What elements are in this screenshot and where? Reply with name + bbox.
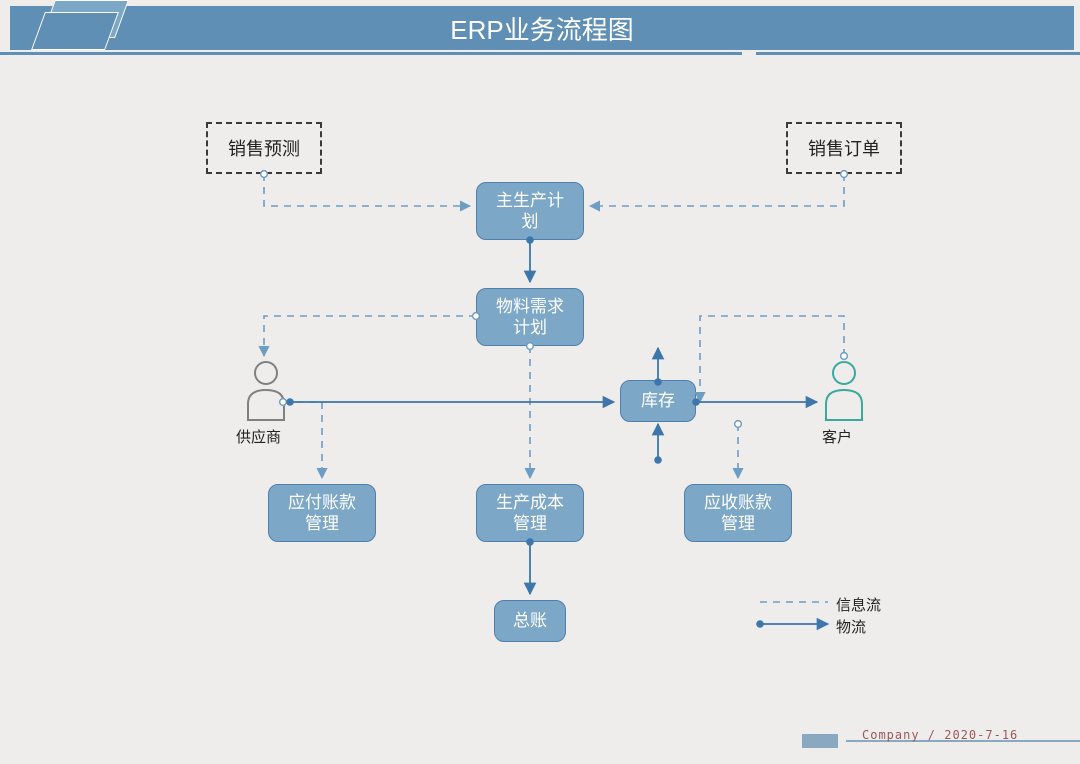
node-label: 生产成本 管理 <box>496 492 564 535</box>
page-title: ERP业务流程图 <box>450 10 633 47</box>
actor-customer-label: 客户 <box>822 426 852 447</box>
header-rule-left <box>0 52 742 55</box>
node-sales-forecast: 销售预测 <box>206 122 322 174</box>
title-bar: ERP业务流程图 <box>10 6 1074 50</box>
actor-customer <box>822 360 866 422</box>
node-label: 物料需求 计划 <box>496 296 564 339</box>
node-accounts-payable: 应付账款 管理 <box>268 484 376 542</box>
person-icon <box>244 360 288 422</box>
header-rule-right <box>756 52 1080 55</box>
node-master-production-schedule: 主生产计 划 <box>476 182 584 240</box>
node-general-ledger: 总账 <box>494 600 566 642</box>
node-label: 应收账款 管理 <box>704 492 772 535</box>
diagram-stage: ERP业务流程图 销售预测 销售订单 主生产计 划 物料需求 计划 库存 应付账… <box>0 0 1080 764</box>
node-material-requirements-planning: 物料需求 计划 <box>476 288 584 346</box>
node-label: 库存 <box>641 390 675 411</box>
node-label: 主生产计 划 <box>496 190 564 233</box>
node-sales-order: 销售订单 <box>786 122 902 174</box>
legend-material-flow-label: 物流 <box>836 616 866 637</box>
node-label: 应付账款 管理 <box>288 492 356 535</box>
actor-supplier-label: 供应商 <box>236 426 281 447</box>
node-accounts-receivable: 应收账款 管理 <box>684 484 792 542</box>
node-label: 销售订单 <box>808 135 880 161</box>
edges-layer <box>0 0 1080 764</box>
node-production-cost: 生产成本 管理 <box>476 484 584 542</box>
node-inventory: 库存 <box>620 380 696 422</box>
footer-text: Company / 2020-7-16 <box>862 728 1018 742</box>
legend-info-flow-label: 信息流 <box>836 594 881 615</box>
footer-decor-bar <box>802 734 838 748</box>
header-decor-front <box>31 12 119 50</box>
person-icon <box>822 360 866 422</box>
actor-supplier <box>244 360 288 422</box>
node-label: 总账 <box>513 610 547 631</box>
node-label: 销售预测 <box>228 135 300 161</box>
